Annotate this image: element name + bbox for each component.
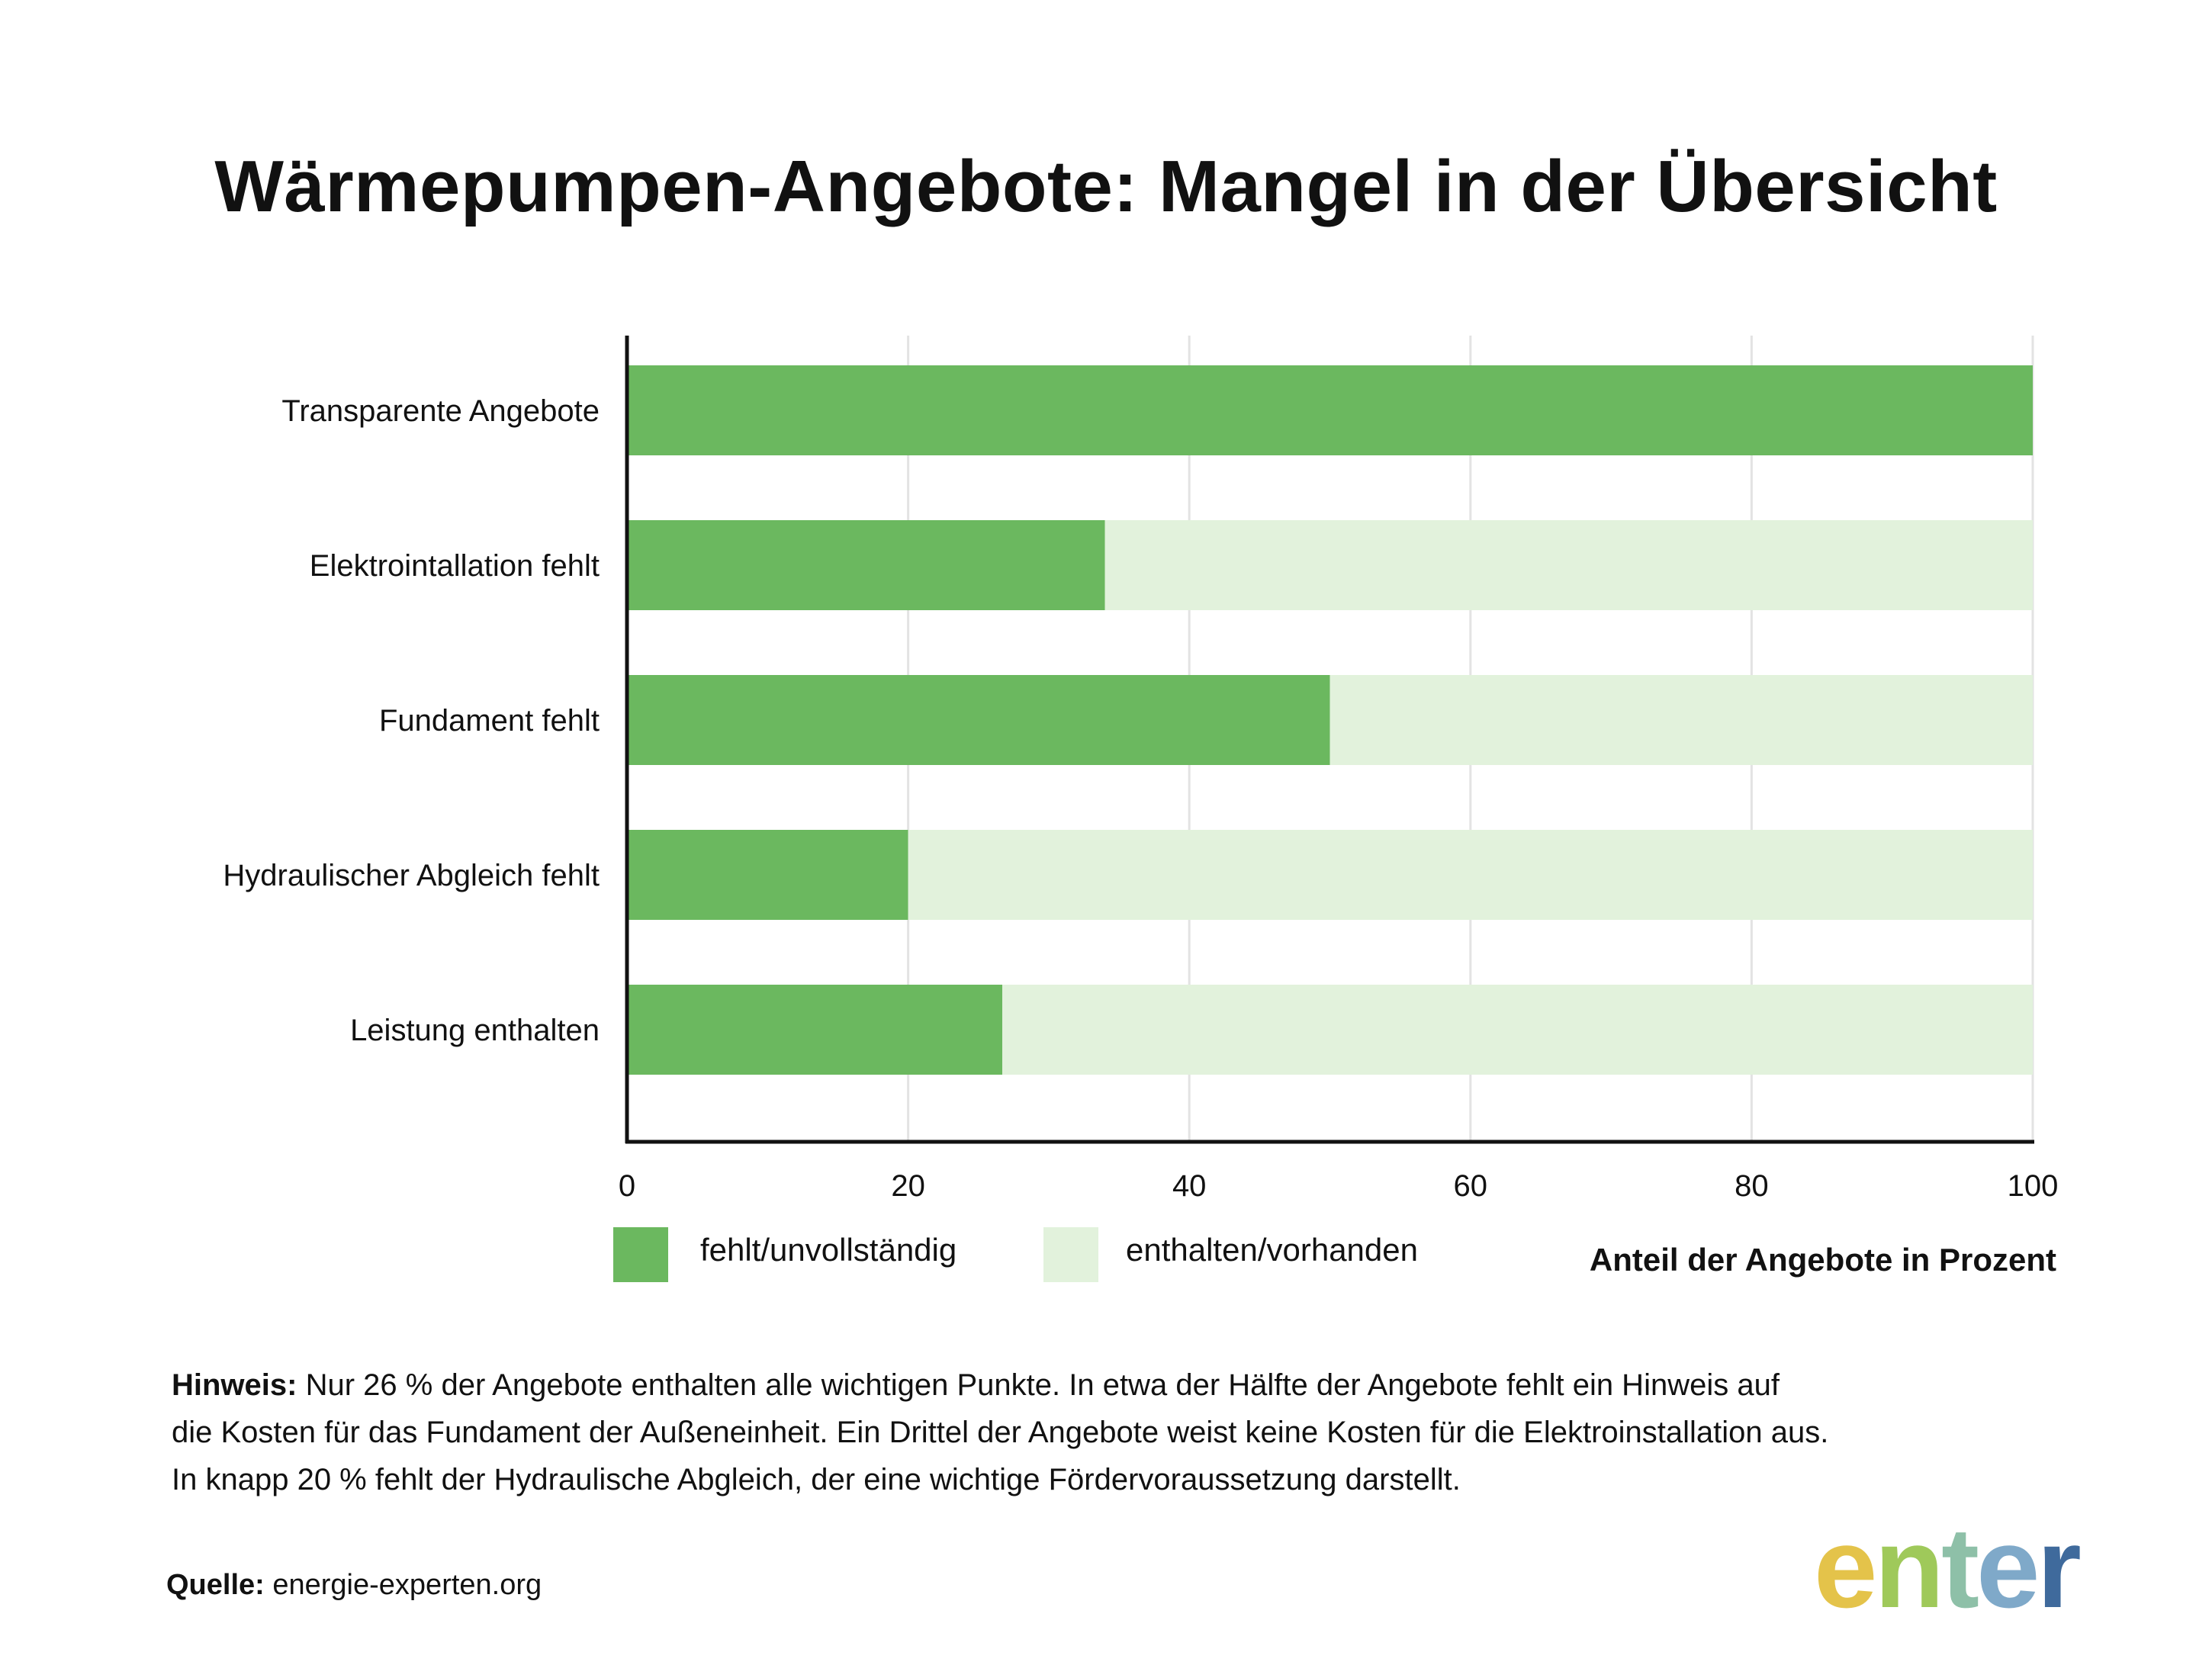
enter-logo: enter — [1814, 1503, 2082, 1631]
chart-title: Wärmepumpen-Angebote: Mangel in der Über… — [214, 146, 1998, 227]
legend-swatch-present — [1043, 1227, 1098, 1282]
bar-missing-1 — [627, 365, 2033, 455]
x-tick-label-20: 20 — [891, 1169, 925, 1203]
legend-label-missing: fehlt/unvollständig — [700, 1232, 957, 1268]
x-tick-label-0: 0 — [619, 1169, 635, 1203]
source-text: energie-experten.org — [264, 1569, 542, 1601]
axes — [625, 336, 2034, 1144]
x-tick-label-60: 60 — [1454, 1169, 1488, 1203]
category-label-2: Elektrointallation fehlt — [310, 549, 600, 583]
logo-letter-4: e — [1976, 1503, 2040, 1631]
category-label-1: Transparente Angebote — [281, 394, 600, 428]
category-label-4: Hydraulischer Abgleich fehlt — [223, 859, 600, 892]
bars — [627, 365, 2033, 1075]
bar-chart: Transparente Angebote Elektrointallation … — [223, 336, 2059, 1203]
bar-missing-5 — [627, 985, 1003, 1075]
note-line-2: die Kosten für das Fundament der Außenei… — [172, 1416, 1829, 1449]
logo-letter-3: t — [1941, 1503, 1979, 1631]
note-line-3: In knapp 20 % fehlt der Hydraulische Abg… — [172, 1463, 1461, 1496]
bar-missing-2 — [627, 520, 1105, 610]
bar-missing-4 — [627, 830, 908, 920]
logo-letter-5: r — [2037, 1503, 2081, 1631]
x-axis-label: Anteil der Angebote in Prozent — [1589, 1242, 2056, 1278]
category-labels: Transparente Angebote Elektrointallation … — [223, 394, 600, 1047]
logo-letter-1: e — [1814, 1503, 1877, 1631]
logo-letter-2: n — [1874, 1503, 1944, 1631]
source: Quelle: energie-experten.org — [166, 1569, 542, 1602]
legend: fehlt/unvollständig enthalten/vorhanden — [0, 1224, 2212, 1285]
x-tick-label-100: 100 — [2008, 1169, 2059, 1203]
x-tick-label-80: 80 — [1735, 1169, 1769, 1203]
category-label-5: Leistung enthalten — [350, 1014, 600, 1047]
bar-present-4 — [908, 830, 2033, 920]
legend-swatch-missing — [613, 1227, 668, 1282]
x-tick-labels: 0 20 40 60 80 100 — [619, 1169, 2059, 1203]
note: Hinweis: Nur 26 % der Angebote enthalten… — [172, 1361, 2079, 1503]
x-tick-label-40: 40 — [1172, 1169, 1207, 1203]
bar-present-5 — [1002, 985, 2033, 1075]
note-line-1: Hinweis: Nur 26 % der Angebote enthalten… — [172, 1361, 2079, 1409]
bar-present-2 — [1104, 520, 2033, 610]
note-text-1: Nur 26 % der Angebote enthalten alle wic… — [297, 1368, 1780, 1402]
note-label: Hinweis: — [172, 1368, 297, 1402]
bar-missing-3 — [627, 675, 1330, 765]
source-label: Quelle: — [166, 1569, 265, 1601]
category-label-3: Fundament fehlt — [379, 704, 600, 738]
legend-label-present: enthalten/vorhanden — [1126, 1232, 1418, 1268]
bar-present-3 — [1329, 675, 2033, 765]
